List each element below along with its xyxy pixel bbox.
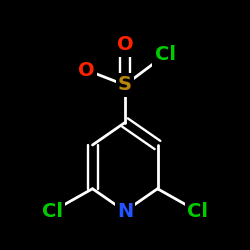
Text: O: O (117, 36, 133, 54)
Text: Cl: Cl (187, 202, 208, 221)
Text: Cl: Cl (42, 202, 63, 221)
Text: N: N (117, 202, 133, 221)
Text: Cl: Cl (154, 46, 176, 64)
Text: O: O (78, 60, 94, 80)
Text: S: S (118, 76, 132, 94)
